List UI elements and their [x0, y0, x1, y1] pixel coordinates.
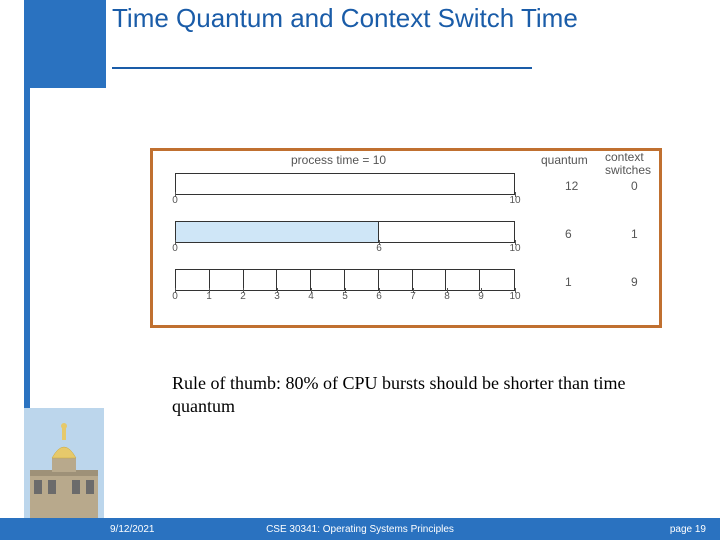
timeline-segment [311, 270, 345, 290]
diagram-frame: process time = 10 quantum context switch… [150, 148, 662, 328]
tick-label: 5 [342, 291, 348, 302]
tick-label: 4 [308, 291, 314, 302]
quantum-value: 6 [565, 227, 572, 241]
timeline-ticks: 010 [175, 195, 515, 209]
timeline-segment [176, 174, 514, 194]
page-title: Time Quantum and Context Switch Time [112, 4, 672, 34]
quantum-value: 12 [565, 179, 578, 193]
timeline-segment [379, 222, 514, 242]
timeline-ticks: 0610 [175, 243, 515, 257]
timeline-segment [446, 270, 480, 290]
timeline-segment [345, 270, 379, 290]
context-switches-value: 1 [631, 227, 638, 241]
context-switches-value: 0 [631, 179, 638, 193]
tick-label: 1 [206, 291, 212, 302]
timeline-segment [277, 270, 311, 290]
tick-label: 6 [376, 243, 382, 254]
timeline-segment [413, 270, 447, 290]
footer-bar: 9/12/2021 CSE 30341: Operating Systems P… [0, 518, 720, 540]
tick-label: 0 [172, 195, 178, 206]
header-accent-block [24, 0, 106, 88]
timeline-segment [176, 270, 210, 290]
tick-label: 6 [376, 291, 382, 302]
tick-label: 0 [172, 291, 178, 302]
timeline-bar [175, 173, 515, 195]
header-quantum: quantum [541, 153, 588, 167]
timeline-segment [244, 270, 278, 290]
footer-date: 9/12/2021 [110, 524, 155, 535]
diagram: process time = 10 quantum context switch… [161, 151, 651, 325]
left-margin [0, 0, 24, 540]
tick-label: 3 [274, 291, 280, 302]
title-underline [112, 67, 532, 69]
tick-label: 10 [509, 243, 520, 254]
tick-label: 0 [172, 243, 178, 254]
dome-icon [24, 408, 104, 518]
footer-page: page 19 [670, 524, 706, 535]
context-switches-value: 9 [631, 275, 638, 289]
timeline-bar [175, 221, 515, 243]
timeline-segment [210, 270, 244, 290]
header-context-switches: context switches [605, 151, 651, 177]
tick-label: 2 [240, 291, 246, 302]
tick-label: 9 [478, 291, 484, 302]
timeline-segment [379, 270, 413, 290]
header-process-time: process time = 10 [291, 153, 386, 167]
timeline-area: 0100610012345678910 [175, 173, 515, 323]
timeline-segment [176, 222, 379, 242]
slide: Time Quantum and Context Switch Time pro… [0, 0, 720, 540]
tick-label: 10 [509, 291, 520, 302]
quantum-value: 1 [565, 275, 572, 289]
tick-label: 8 [444, 291, 450, 302]
timeline-ticks: 012345678910 [175, 291, 515, 305]
timeline-segment [480, 270, 514, 290]
footer-course: CSE 30341: Operating Systems Principles [266, 524, 454, 535]
dome-illustration [24, 408, 104, 518]
tick-label: 7 [410, 291, 416, 302]
rule-of-thumb-text: Rule of thumb: 80% of CPU bursts should … [172, 372, 672, 417]
left-accent-stripe [24, 88, 30, 458]
tick-label: 10 [509, 195, 520, 206]
